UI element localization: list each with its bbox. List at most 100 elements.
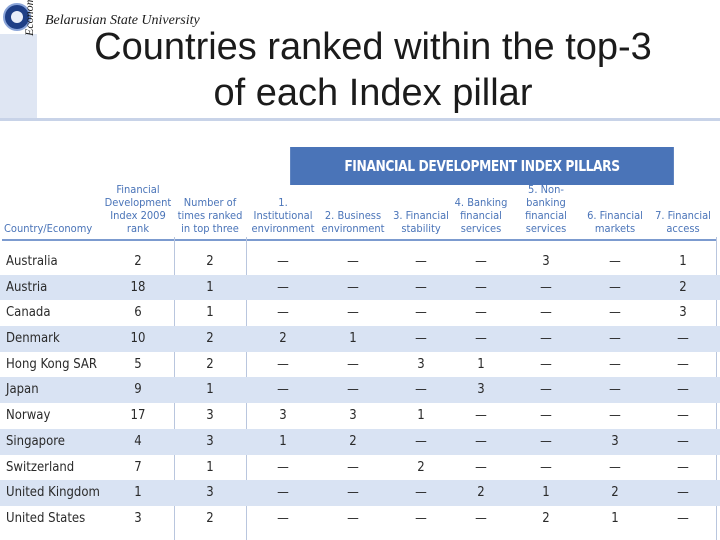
cell-country: Hong Kong SAR: [6, 356, 98, 372]
cell-business: —: [347, 356, 359, 372]
cell-banking: —: [475, 305, 487, 321]
cell-access: —: [677, 433, 689, 449]
table-row: Norway 17 3 3 3 1 — — — —: [0, 403, 720, 429]
cell-stability: 2: [417, 459, 425, 475]
vertical-faculty-label: Economics: [22, 0, 36, 36]
university-logo: [3, 3, 31, 31]
table-row: Austria 18 1 — — — — — — 2: [0, 274, 720, 301]
cell-country: Canada: [6, 305, 51, 321]
cell-times-top3: 2: [206, 331, 214, 347]
cell-fdi-rank: 6: [134, 305, 142, 321]
sidebar-panel: [0, 34, 37, 118]
cell-banking: 2: [477, 485, 485, 501]
cell-fdi-rank: 1: [134, 485, 142, 501]
cell-access: —: [677, 408, 689, 424]
cell-institutional: —: [277, 305, 289, 321]
column-header-institutional: 1. Institutional environment: [251, 196, 315, 235]
cell-fdi-rank: 4: [134, 433, 142, 449]
table-row: United States 3 2 — — — — 2 1 —: [0, 506, 720, 532]
slide-title: Countries ranked within the top-3 of eac…: [94, 26, 652, 114]
cell-institutional: 3: [279, 408, 287, 424]
cell-institutional: —: [277, 254, 289, 269]
cell-non-banking: —: [540, 356, 552, 372]
cell-markets: —: [609, 356, 621, 372]
cell-markets: —: [609, 254, 621, 269]
cell-banking: —: [475, 510, 487, 526]
cell-institutional: 2: [279, 331, 287, 347]
cell-non-banking: —: [540, 408, 552, 424]
cell-banking: —: [475, 279, 487, 295]
cell-country: United States: [6, 510, 86, 526]
table-row: Hong Kong SAR 5 2 — — 3 1 — — —: [0, 352, 720, 378]
cell-fdi-rank: 10: [130, 331, 146, 347]
cell-access: —: [677, 510, 689, 526]
cell-access: 2: [679, 279, 687, 295]
cell-banking: 3: [477, 382, 485, 398]
cell-times-top3: 2: [206, 254, 214, 269]
cell-times-top3: 1: [206, 279, 214, 295]
cell-stability: 3: [417, 356, 425, 372]
cell-access: —: [677, 459, 689, 475]
column-header-stability: 3. Financial stability: [393, 209, 449, 235]
cell-business: —: [347, 485, 359, 501]
cell-stability: —: [415, 279, 427, 295]
column-header-banking: 4. Banking financial services: [454, 196, 508, 235]
cell-times-top3: 1: [206, 305, 214, 321]
cell-stability: —: [415, 433, 427, 449]
pillars-banner: FINANCIAL DEVELOPMENT INDEX PILLARS: [290, 147, 674, 185]
cell-stability: 1: [417, 408, 425, 424]
cell-non-banking: —: [540, 459, 552, 475]
cell-non-banking: —: [540, 382, 552, 398]
cell-business: —: [347, 510, 359, 526]
header-rule: [2, 239, 716, 241]
column-header-country: Country/Economy: [4, 222, 93, 235]
cell-fdi-rank: 18: [130, 279, 146, 295]
cell-business: —: [347, 254, 359, 269]
table-row: Australia 2 2 — — — — 3 — 1: [0, 249, 720, 275]
cell-times-top3: 1: [206, 382, 214, 398]
cell-business: —: [347, 305, 359, 321]
cell-banking: —: [475, 433, 487, 449]
table-body: Australia 2 2 — — — — 3 — 1 Austria 18 1 — — — — — — 2 Canad…: [0, 249, 720, 532]
cell-non-banking: —: [540, 331, 552, 347]
table-row: Singapore 4 3 1 2 — — — 3 —: [0, 428, 720, 455]
cell-banking: —: [475, 408, 487, 424]
cell-country: Switzerland: [6, 459, 75, 475]
cell-fdi-rank: 7: [134, 459, 142, 475]
ranking-table: FINANCIAL DEVELOPMENT INDEX PILLARS Coun…: [0, 143, 720, 540]
cell-stability: —: [415, 510, 427, 526]
column-header-non-banking: 5. Non-banking financial services: [525, 183, 567, 235]
column-header-business: 2. Business environment: [321, 209, 385, 235]
cell-access: —: [677, 331, 689, 347]
cell-stability: —: [415, 331, 427, 347]
cell-times-top3: 2: [206, 510, 214, 526]
cell-markets: 3: [611, 433, 619, 449]
cell-business: —: [347, 459, 359, 475]
cell-institutional: —: [277, 485, 289, 501]
cell-institutional: —: [277, 356, 289, 372]
cell-non-banking: —: [540, 433, 552, 449]
cell-country: Denmark: [6, 331, 60, 347]
column-header-fdi-rank: Financial Development Index 2009 rank: [104, 183, 172, 235]
cell-institutional: —: [277, 459, 289, 475]
cell-country: Australia: [6, 254, 58, 269]
cell-country: United Kingdom: [6, 485, 100, 501]
cell-stability: —: [415, 305, 427, 321]
cell-markets: —: [609, 279, 621, 295]
cell-business: 3: [349, 408, 357, 424]
cell-times-top3: 3: [206, 433, 214, 449]
cell-markets: —: [609, 382, 621, 398]
cell-access: —: [677, 485, 689, 501]
university-name: Belarusian State University: [45, 13, 200, 28]
cell-access: 3: [679, 305, 687, 321]
table-row: Denmark 10 2 2 1 — — — — —: [0, 326, 720, 352]
cell-fdi-rank: 17: [130, 408, 146, 424]
cell-institutional: —: [277, 279, 289, 295]
cell-access: —: [677, 356, 689, 372]
cell-country: Norway: [6, 408, 51, 424]
header-divider: [0, 118, 720, 121]
cell-markets: 2: [611, 485, 619, 501]
cell-times-top3: 2: [206, 356, 214, 372]
table-row: Canada 6 1 — — — — — — 3: [0, 300, 720, 326]
table-row: Switzerland 7 1 — — 2 — — — —: [0, 455, 720, 481]
